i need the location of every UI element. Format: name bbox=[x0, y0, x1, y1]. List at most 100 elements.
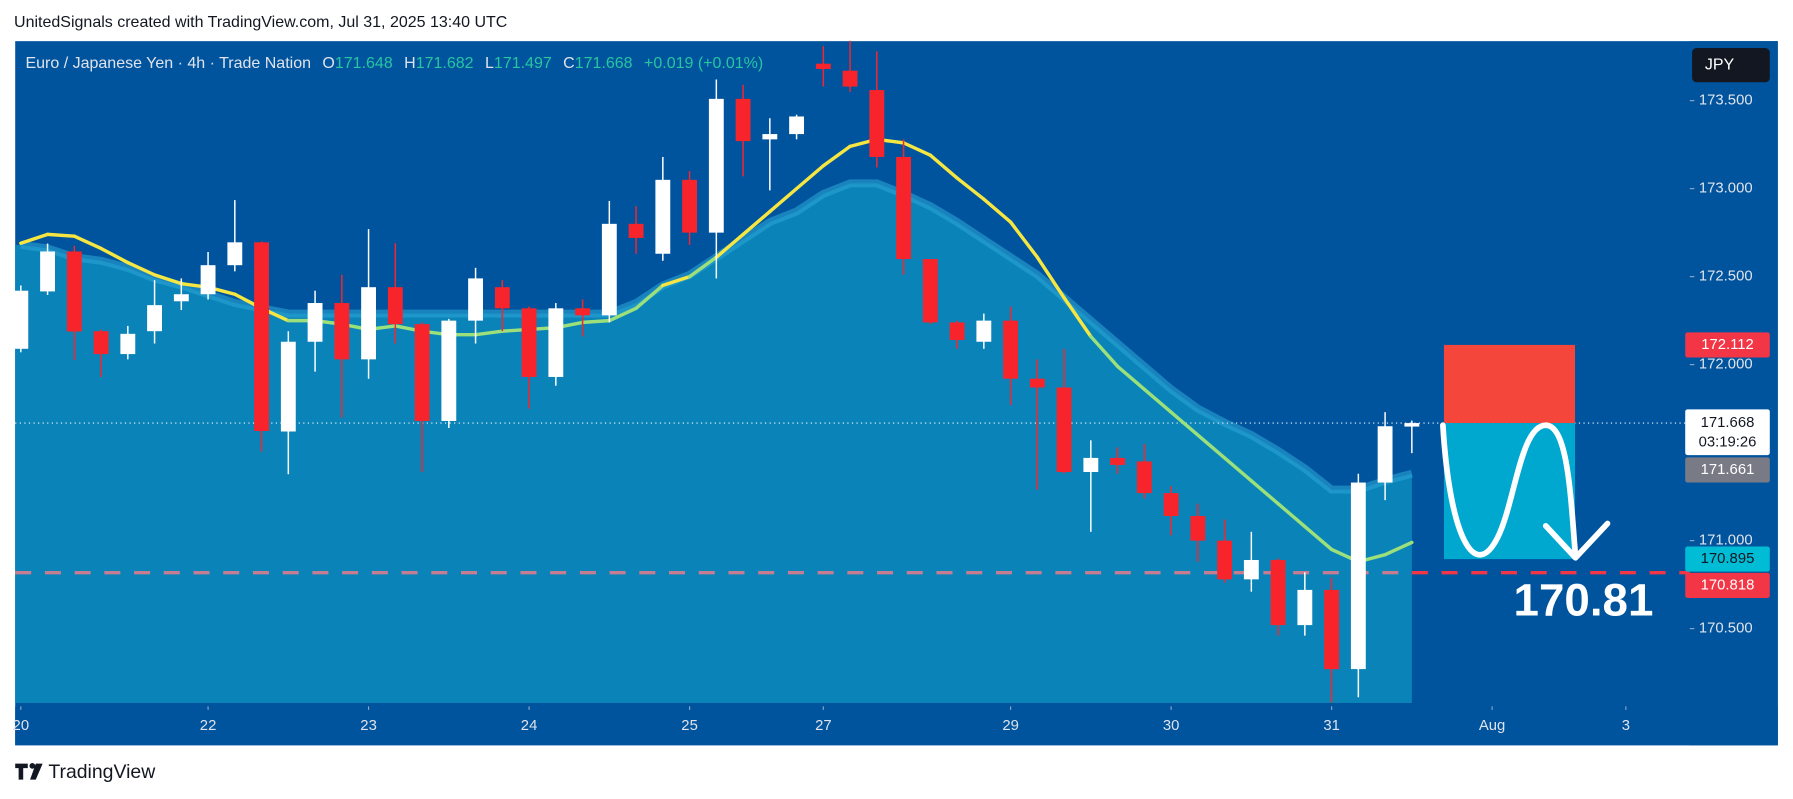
time-axis bbox=[15, 706, 1778, 746]
ma-segment bbox=[1196, 433, 1227, 460]
candle-body bbox=[1377, 426, 1393, 483]
currency-button[interactable] bbox=[1692, 48, 1770, 83]
candle-body bbox=[842, 70, 858, 87]
x-tick-label: 22 bbox=[200, 718, 217, 734]
candle-body bbox=[1029, 378, 1045, 388]
legend-letter: H bbox=[404, 55, 416, 72]
candle-body bbox=[949, 322, 965, 340]
ma-segment bbox=[126, 260, 157, 277]
candle-body bbox=[120, 333, 136, 355]
ma-segment bbox=[661, 274, 692, 288]
candle-body bbox=[1297, 589, 1313, 626]
candle-body bbox=[1217, 540, 1233, 580]
y-tick-label: 170.500 bbox=[1699, 621, 1753, 637]
logo bbox=[15, 762, 43, 780]
candle-body bbox=[575, 308, 591, 316]
candle-body bbox=[494, 287, 510, 309]
candle-body bbox=[147, 305, 162, 332]
legend-letter: O bbox=[322, 55, 334, 72]
candle-body bbox=[1163, 493, 1179, 516]
stop-label: 172.112 bbox=[1701, 337, 1754, 353]
ma-segment bbox=[473, 329, 505, 337]
candle-body bbox=[387, 287, 403, 325]
stop-label-box bbox=[1685, 332, 1770, 358]
candle-body bbox=[93, 331, 109, 355]
ma-segment bbox=[741, 209, 772, 237]
ma-segment bbox=[99, 246, 130, 265]
x-tick-label: 30 bbox=[1163, 718, 1180, 734]
candle-body bbox=[521, 308, 537, 377]
candle-body bbox=[1270, 559, 1286, 626]
candle-body bbox=[361, 287, 377, 360]
ma-segment bbox=[821, 144, 852, 168]
y-tick-label: 172.000 bbox=[1699, 357, 1753, 373]
currency[interactable]: JPY bbox=[1705, 56, 1735, 73]
ma-segment bbox=[982, 197, 1013, 224]
candle-body bbox=[762, 134, 778, 140]
candle-body bbox=[708, 98, 724, 233]
candle-body bbox=[40, 251, 55, 292]
candle-body bbox=[1003, 320, 1019, 379]
ma-segment bbox=[1062, 296, 1093, 339]
legend-high: 171.682 bbox=[416, 55, 474, 72]
candle-body bbox=[976, 320, 992, 342]
ma-segment bbox=[1383, 540, 1414, 557]
ma-segment bbox=[687, 255, 719, 279]
candle-body bbox=[254, 242, 270, 431]
stop-zone bbox=[1443, 344, 1576, 424]
candle-body bbox=[815, 63, 831, 69]
x-tick-label: 3 bbox=[1622, 718, 1630, 734]
target-label: 170.895 bbox=[1701, 551, 1755, 567]
level-label: 170.818 bbox=[1701, 577, 1755, 593]
candle-body bbox=[1083, 457, 1099, 472]
candle-body bbox=[628, 223, 644, 238]
y-tick-label: 173.000 bbox=[1699, 181, 1753, 197]
plot bbox=[13, 40, 1690, 703]
x-tick-label: 24 bbox=[521, 718, 538, 734]
forecast-arrow bbox=[1440, 422, 1611, 561]
candle-body bbox=[548, 308, 564, 377]
candle-body bbox=[441, 320, 457, 421]
legend-low: 171.497 bbox=[494, 55, 552, 72]
candle-body bbox=[896, 156, 912, 260]
candle-body bbox=[227, 242, 243, 266]
level-label-box bbox=[1685, 572, 1770, 598]
candle-body bbox=[1324, 589, 1340, 670]
ma-segment bbox=[1222, 456, 1254, 483]
candle-body bbox=[200, 265, 216, 295]
other-price-label: 171.661 bbox=[1701, 462, 1755, 478]
price-scale bbox=[1689, 41, 1778, 746]
candle-body bbox=[173, 294, 189, 302]
ma-segment bbox=[1169, 410, 1200, 437]
candle-body bbox=[1404, 423, 1420, 427]
x-tick-label: Aug bbox=[1479, 718, 1505, 734]
ma-segment bbox=[607, 306, 638, 323]
legend-letter: C bbox=[563, 55, 575, 72]
ma-segment bbox=[1303, 524, 1334, 552]
legend: Euro / Japanese Yen · 4h · Trade Nation O… bbox=[25, 55, 763, 72]
annotation: 170.81 bbox=[1514, 575, 1654, 626]
x-tick-label: 29 bbox=[1002, 718, 1019, 734]
ma-segment bbox=[1035, 255, 1066, 300]
ma-segment bbox=[1008, 220, 1040, 259]
legend-close: 171.668 bbox=[575, 55, 633, 72]
candle-body bbox=[414, 324, 430, 421]
candle-body bbox=[655, 179, 671, 254]
ma-segment bbox=[794, 164, 826, 191]
ma-segment bbox=[580, 318, 612, 325]
ma-segment bbox=[955, 176, 986, 201]
countdown: 03:19:26 bbox=[1699, 434, 1757, 450]
candle-body bbox=[1190, 515, 1206, 541]
y-tick-label: 173.500 bbox=[1699, 93, 1753, 109]
y-tick-label: 171.000 bbox=[1699, 533, 1753, 549]
candle-body bbox=[468, 278, 484, 321]
x-tick-label: 23 bbox=[360, 718, 377, 734]
ma-segment bbox=[634, 283, 665, 311]
candle-body bbox=[1110, 457, 1126, 465]
candle-body bbox=[869, 90, 885, 157]
target-label-box bbox=[1685, 546, 1770, 572]
ma-segment bbox=[928, 153, 959, 180]
candle-body bbox=[1136, 461, 1152, 494]
last-price-label: 171.668 bbox=[1701, 415, 1755, 431]
